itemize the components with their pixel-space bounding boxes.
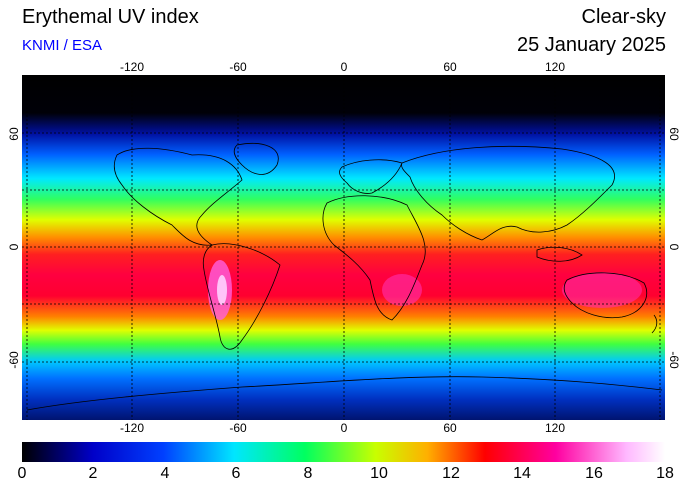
uv-index-map bbox=[22, 75, 665, 420]
colorbar-gradient bbox=[22, 442, 665, 462]
lon-tick-bottom: -60 bbox=[229, 421, 247, 435]
lon-tick-bottom: -120 bbox=[119, 421, 145, 435]
uv-colorbar bbox=[22, 442, 665, 462]
colorbar-label: 18 bbox=[656, 465, 674, 482]
lon-tick-top: 60 bbox=[443, 60, 457, 74]
colorbar-label: 2 bbox=[88, 465, 98, 482]
colorbar-label: 0 bbox=[17, 465, 27, 482]
lon-tick-top: -120 bbox=[119, 60, 145, 74]
lat-tick-left: 0 bbox=[7, 243, 21, 251]
date-label: 25 January 2025 bbox=[516, 34, 666, 56]
lat-tick-right: 0 bbox=[667, 243, 681, 251]
colorbar-label: 6 bbox=[231, 465, 241, 482]
lon-tick-top: 0 bbox=[340, 60, 348, 74]
colorbar-label: 8 bbox=[303, 465, 313, 482]
uv-hotspot-africa bbox=[382, 274, 422, 306]
colorbar-label: 16 bbox=[585, 465, 603, 482]
uv-field bbox=[22, 75, 665, 420]
uv-hotspot-australia bbox=[562, 272, 642, 308]
map-title: Erythemal UV index bbox=[22, 6, 199, 28]
colorbar-label: 10 bbox=[370, 465, 388, 482]
lon-tick-bottom: 120 bbox=[544, 421, 566, 435]
lat-tick-left: -60 bbox=[7, 351, 21, 369]
grid-lines bbox=[22, 75, 665, 420]
colorbar-label: 4 bbox=[160, 465, 170, 482]
lon-tick-bottom: 0 bbox=[340, 421, 348, 435]
colorbar-label: 14 bbox=[513, 465, 531, 482]
lon-tick-top: 120 bbox=[544, 60, 566, 74]
lon-tick-top: -60 bbox=[229, 60, 247, 74]
mode-label: Clear-sky bbox=[581, 6, 666, 28]
source-label: KNMI / ESA bbox=[22, 37, 103, 54]
coastlines bbox=[26, 143, 663, 411]
colorbar-label: 12 bbox=[442, 465, 460, 482]
uv-hotspot-andes-peak bbox=[217, 275, 227, 305]
lon-tick-bottom: 60 bbox=[443, 421, 457, 435]
lat-tick-left: 60 bbox=[7, 127, 21, 141]
lat-tick-right: -60 bbox=[667, 351, 681, 369]
lat-tick-right: 60 bbox=[667, 127, 681, 141]
